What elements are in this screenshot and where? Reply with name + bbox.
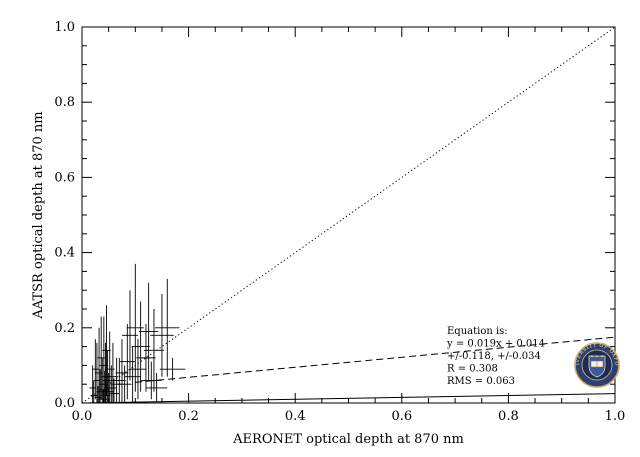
- data-point-2: [92, 339, 99, 400]
- data-point-22: [112, 357, 126, 403]
- seal-crown-1: [595, 355, 599, 357]
- data-point-0: [89, 365, 96, 403]
- data-point-36: [150, 293, 174, 377]
- data-point-34: [143, 309, 165, 392]
- seal-crown-2: [600, 355, 604, 357]
- data-point-23: [115, 339, 129, 403]
- y-tick-label-3: 0.6: [54, 170, 75, 185]
- annotation-line-0: Equation is:: [447, 326, 508, 337]
- data-point-6: [96, 369, 104, 403]
- y-tick-label-1: 0.2: [54, 321, 75, 336]
- data-point-38: [159, 357, 186, 381]
- equation-annotation: Equation is: y = 0.019x + 0.014+/-0.118, …: [446, 326, 545, 387]
- annotation-line-2: +/-0.118, +/-0.034: [447, 351, 541, 362]
- x-tick-label-3: 0.6: [391, 409, 412, 424]
- y-tick-label-5: 1.0: [54, 20, 75, 35]
- y-tick-label-4: 0.8: [54, 95, 75, 110]
- data-point-37: [155, 278, 180, 377]
- data-point-28: [126, 263, 144, 392]
- x-tick-label-4: 0.8: [498, 409, 519, 424]
- data-point-1: [90, 380, 97, 403]
- data-point-29: [129, 339, 147, 400]
- x-tick-label-1: 0.2: [178, 409, 199, 424]
- x-axis-label: AERONET optical depth at 870 nm: [232, 432, 464, 447]
- annotation-line-4: RMS = 0.063: [447, 376, 515, 387]
- dotted-line: [81, 26, 616, 404]
- data-points-layer: [89, 263, 186, 403]
- y-axis-label: AATSR optical depth at 870 nm: [31, 111, 46, 319]
- y-tick-label-0: 0.0: [54, 396, 75, 411]
- data-point-24: [117, 365, 132, 403]
- y-tick-label-2: 0.4: [54, 246, 75, 261]
- data-point-20: [108, 378, 120, 403]
- x-tick-label-2: 0.4: [285, 409, 306, 424]
- annotation-line-3: R = 0.308: [447, 364, 498, 375]
- annotation-line-1: y = 0.019x + 0.014: [446, 339, 545, 350]
- dashed-line: [135, 336, 616, 383]
- x-tick-label-0: 0.0: [72, 409, 93, 424]
- seal-crown-0: [590, 355, 594, 357]
- data-point-35: [145, 372, 168, 403]
- data-point-32: [139, 282, 159, 381]
- axes-layer: [81, 26, 616, 404]
- university-seal: UNIVERSITY OF OXFORD: [0, 0, 620, 388]
- seal-text: UNIVERSITY OF OXFORD: [0, 0, 619, 366]
- data-point-30: [131, 301, 150, 392]
- x-tick-label-5: 1.0: [605, 409, 626, 424]
- tick-labels-layer: 0.0 0.2 0.4 0.6 0.8 1.0 0.0 0.2 0.4 0.6 0.8 1.0: [54, 20, 625, 424]
